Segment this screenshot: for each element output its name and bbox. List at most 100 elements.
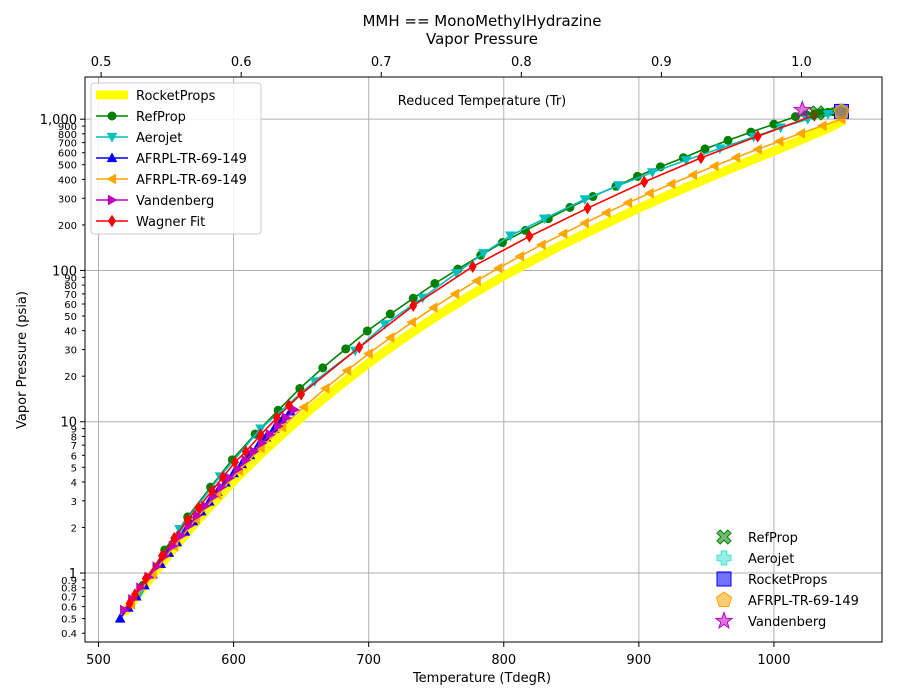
data-point bbox=[125, 597, 134, 610]
data-point bbox=[297, 387, 306, 401]
critical-point-pentagon bbox=[833, 103, 850, 119]
legend-critical-marker bbox=[716, 571, 732, 587]
y-axis-label: Vapor Pressure (psia) bbox=[15, 291, 30, 429]
y-minor-tick-label: 800 bbox=[58, 130, 77, 141]
legend-entry: Vandenberg bbox=[96, 194, 214, 209]
data-point bbox=[241, 454, 252, 466]
data-point bbox=[256, 428, 265, 442]
data-point bbox=[218, 470, 227, 484]
legend-label: Aerojet bbox=[136, 131, 182, 146]
data-point bbox=[290, 404, 300, 416]
top-tick-label: 0.8 bbox=[511, 55, 532, 70]
legend-label: AFRPL-TR-69-149 bbox=[136, 173, 247, 188]
data-point bbox=[622, 197, 633, 209]
data-point bbox=[409, 299, 418, 313]
chart-title: MMH == MonoMethylHydrazine bbox=[362, 12, 601, 30]
y-minor-tick-label: 500 bbox=[58, 161, 77, 172]
y-minor-tick-label: 400 bbox=[58, 175, 77, 186]
data-point bbox=[680, 156, 692, 166]
legend-marker bbox=[108, 214, 116, 228]
y-minor-tick-label: 50 bbox=[64, 312, 77, 323]
data-point bbox=[298, 401, 308, 413]
data-point bbox=[730, 152, 741, 163]
data-point bbox=[201, 500, 211, 512]
legend-critical-marker bbox=[716, 550, 732, 566]
data-point bbox=[272, 411, 281, 425]
data-point bbox=[583, 201, 592, 215]
data-point bbox=[525, 230, 534, 243]
legend-marker bbox=[107, 194, 118, 206]
legend-label: Vandenberg bbox=[136, 194, 214, 209]
data-point bbox=[319, 383, 330, 394]
data-point bbox=[363, 348, 373, 359]
y-minor-tick-label: 80 bbox=[64, 281, 77, 292]
plot-area-frame bbox=[84, 76, 883, 643]
data-point bbox=[131, 588, 139, 601]
data-point bbox=[230, 455, 239, 469]
top-tick-label: 0.5 bbox=[91, 55, 112, 70]
legend-label: Wagner Fit bbox=[136, 215, 205, 230]
legend-entry: RefProp bbox=[96, 110, 186, 125]
y-minor-tick-label: 5 bbox=[71, 463, 77, 474]
data-point bbox=[600, 207, 611, 219]
legend-marker-entry: AFRPL-TR-69-149 bbox=[715, 591, 859, 609]
data-point bbox=[282, 412, 292, 424]
y-minor-tick-label: 0.4 bbox=[61, 629, 77, 640]
legend-marker bbox=[106, 173, 117, 185]
data-point bbox=[697, 151, 705, 165]
data-point bbox=[265, 429, 276, 440]
y-tick-label: 1,000 bbox=[40, 113, 77, 128]
legend-label: AFRPL-TR-69-149 bbox=[136, 152, 247, 167]
data-point bbox=[647, 168, 658, 178]
legend-entry: Aerojet bbox=[96, 131, 182, 146]
top-tick-label: 0.7 bbox=[371, 55, 392, 70]
series-0 bbox=[121, 117, 846, 616]
data-point bbox=[665, 178, 676, 190]
y-minor-tick-label: 8 bbox=[71, 432, 77, 443]
x-tick-label: 900 bbox=[626, 653, 651, 668]
legend-label: RocketProps bbox=[136, 89, 216, 104]
data-point bbox=[687, 169, 697, 181]
data-point bbox=[241, 445, 250, 458]
y-tick-label: 1 bbox=[69, 567, 77, 582]
x-tick-label: 800 bbox=[491, 653, 516, 668]
data-point bbox=[406, 316, 417, 328]
y-minor-tick-label: 0.9 bbox=[61, 576, 77, 587]
y-minor-tick-label: 30 bbox=[64, 346, 77, 357]
data-point bbox=[430, 278, 440, 288]
y-minor-tick-label: 4 bbox=[71, 478, 77, 489]
legend-marker-label: RefProp bbox=[748, 531, 798, 546]
y-minor-tick-label: 70 bbox=[64, 290, 77, 301]
data-point bbox=[183, 513, 192, 527]
data-point bbox=[120, 604, 130, 616]
top-tick-label: 1.0 bbox=[791, 55, 812, 70]
data-point bbox=[285, 399, 293, 412]
critical-point-star bbox=[792, 100, 812, 119]
y-minor-tick-label: 90 bbox=[64, 273, 77, 284]
legend-marker-entry: Vandenberg bbox=[714, 611, 826, 630]
data-point bbox=[822, 110, 834, 120]
data-point bbox=[208, 484, 216, 498]
y-minor-tick-label: 0.7 bbox=[61, 592, 77, 603]
legend-marker bbox=[106, 152, 118, 163]
data-point bbox=[536, 239, 546, 251]
data-point bbox=[194, 501, 203, 515]
legend-marker-label: RocketProps bbox=[748, 573, 828, 588]
y-tick-label: 10 bbox=[60, 416, 77, 431]
data-point bbox=[478, 249, 489, 259]
data-point bbox=[753, 129, 762, 143]
data-point bbox=[427, 302, 438, 313]
series-line bbox=[121, 117, 846, 616]
data-point bbox=[505, 231, 516, 242]
data-point bbox=[700, 144, 710, 154]
data-point bbox=[233, 463, 244, 475]
data-point bbox=[318, 363, 328, 373]
data-point bbox=[579, 195, 591, 205]
data-point bbox=[249, 446, 260, 457]
data-point bbox=[217, 481, 227, 493]
y-minor-tick-label: 0.6 bbox=[61, 603, 77, 614]
legend-marker-entry: RocketProps bbox=[716, 571, 828, 588]
y-minor-tick-label: 3 bbox=[71, 497, 77, 508]
data-point bbox=[557, 228, 568, 240]
